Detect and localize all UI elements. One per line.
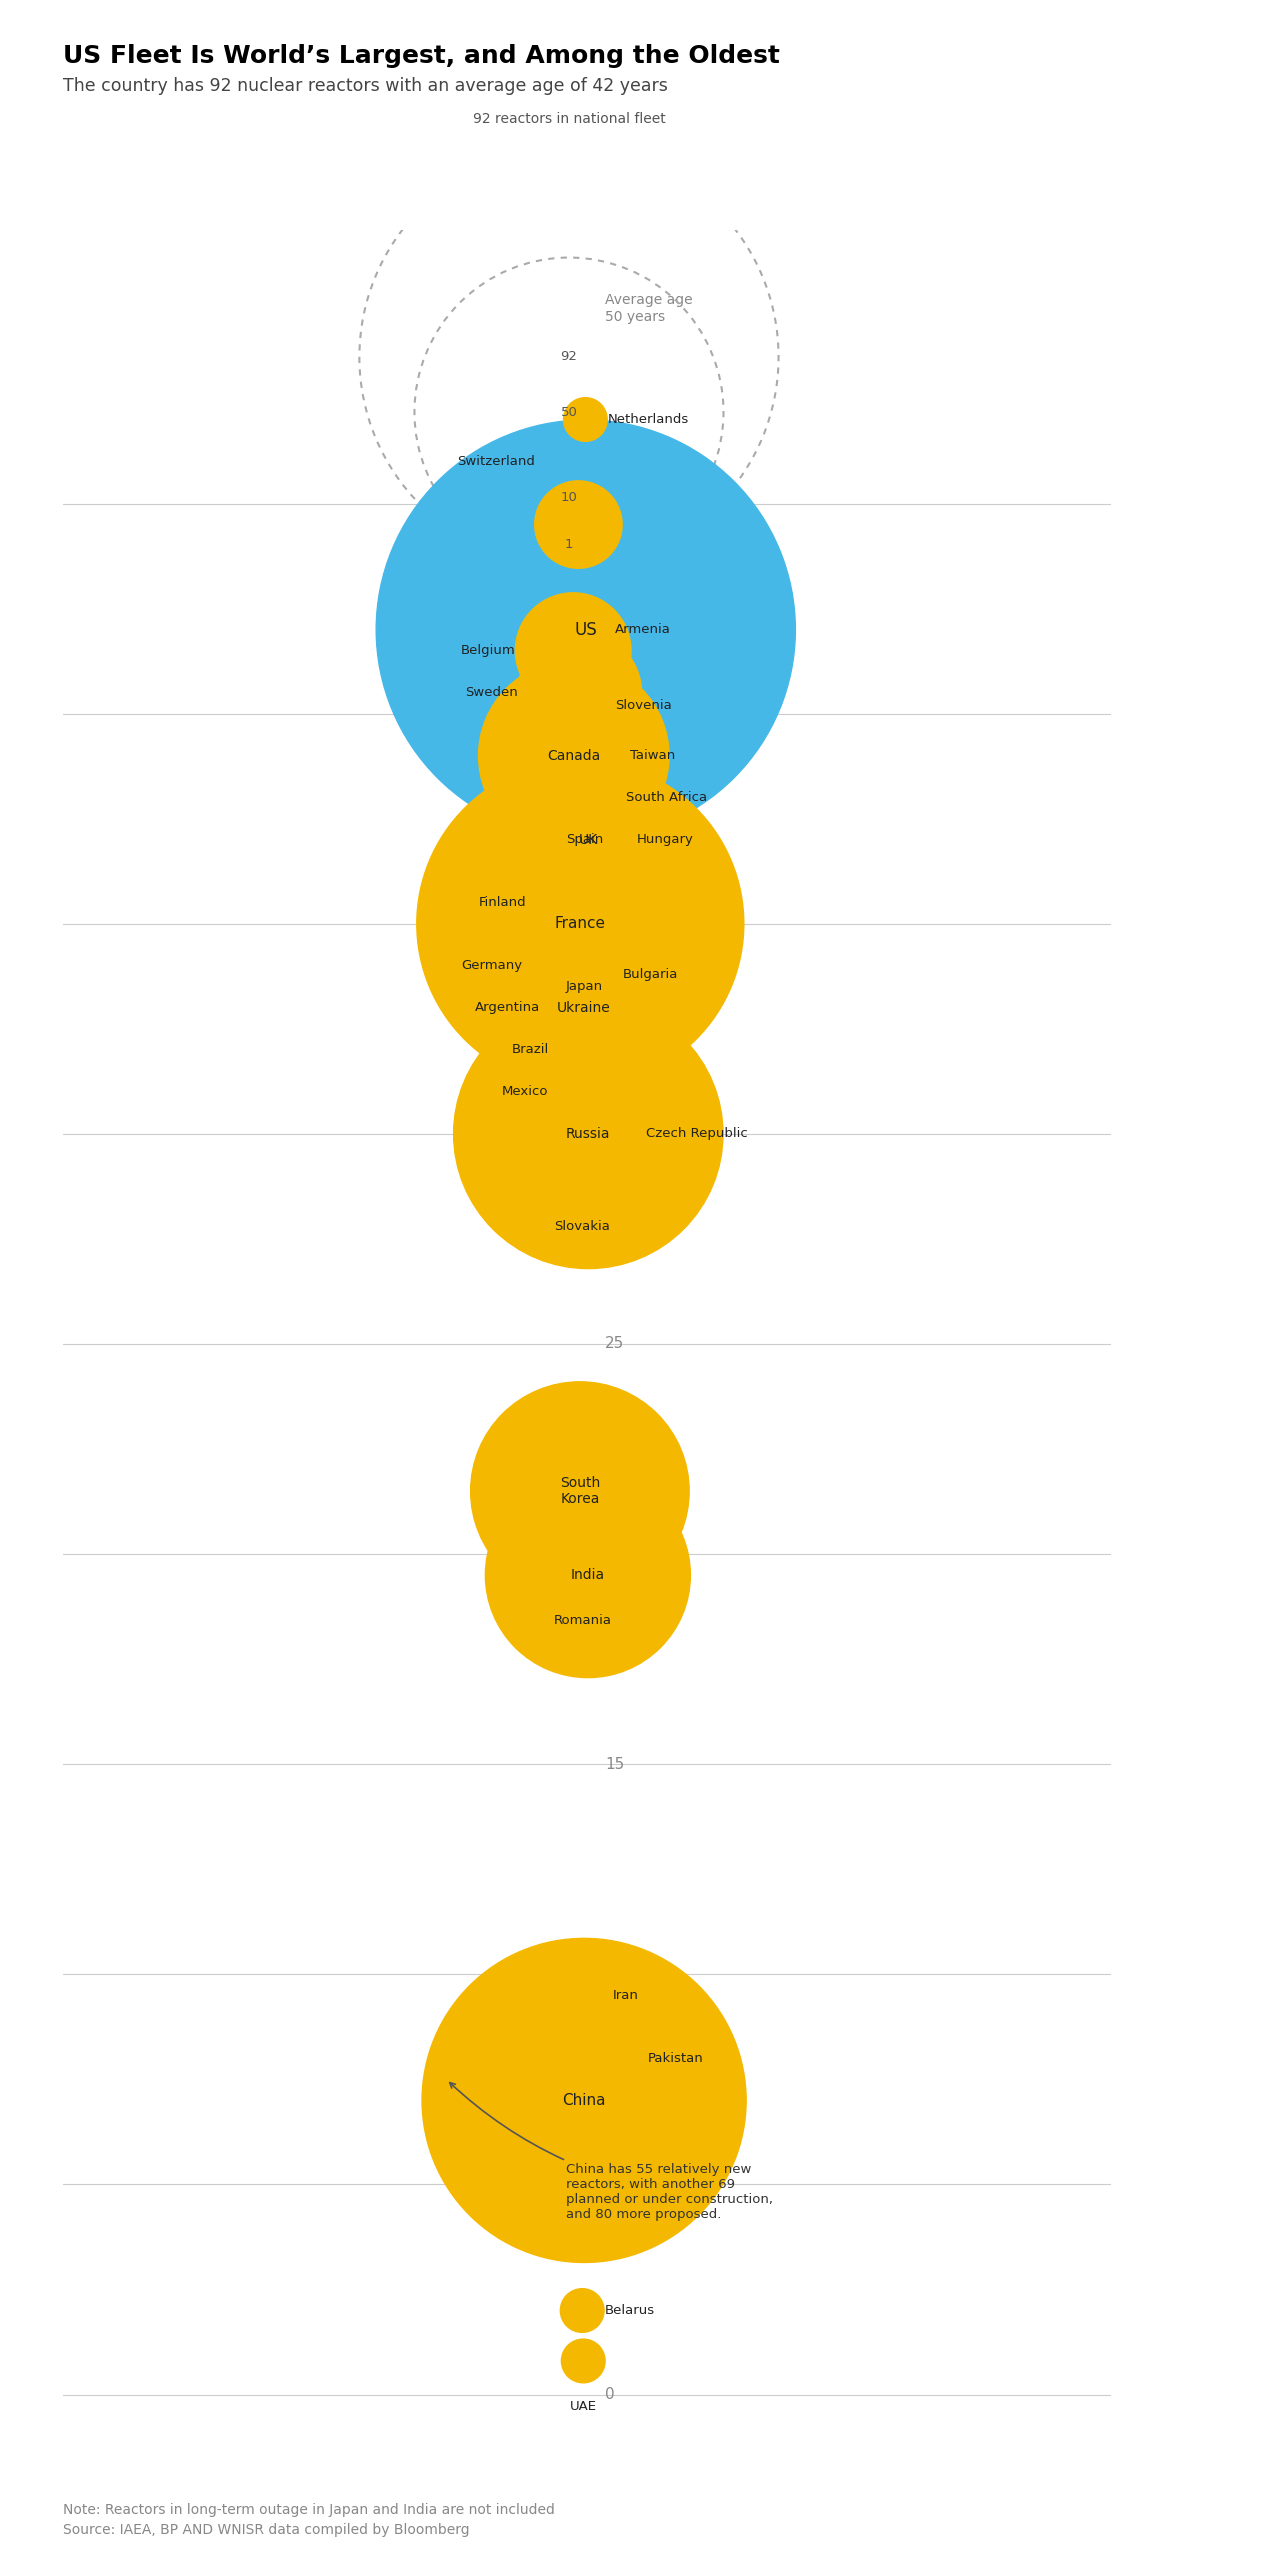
Text: 30: 30 [604,1126,625,1142]
Text: Argentina: Argentina [475,1001,540,1014]
Text: Brazil: Brazil [511,1044,549,1057]
Text: Netherlands: Netherlands [607,412,689,425]
Circle shape [540,2004,647,2112]
Text: Taiwan: Taiwan [630,750,675,763]
Circle shape [539,1080,646,1188]
Text: 92: 92 [560,351,578,364]
Circle shape [554,717,630,794]
Circle shape [551,1531,613,1592]
Text: Average age
50 years: Average age 50 years [604,294,693,323]
Text: Slovakia: Slovakia [554,1219,610,1231]
Text: Iran: Iran [612,1989,639,2002]
Circle shape [517,630,641,755]
Text: South Africa: South Africa [626,791,707,804]
Text: China: China [563,2094,606,2107]
Circle shape [504,755,674,924]
Circle shape [560,2289,604,2332]
Text: 1: 1 [564,538,573,550]
Text: 20: 20 [604,1546,625,1562]
Text: India: India [570,1569,604,1582]
Text: Czech Republic: Czech Republic [646,1126,748,1139]
Circle shape [560,955,622,1019]
Text: UAE: UAE [569,2399,597,2412]
Circle shape [376,420,795,840]
Circle shape [528,781,642,899]
Text: Germany: Germany [461,960,522,973]
Text: Finland: Finland [478,896,526,909]
Circle shape [526,860,613,947]
Text: 15: 15 [604,1756,625,1772]
Text: US: US [574,620,597,637]
Text: Pakistan: Pakistan [647,2053,703,2066]
Text: 50: 50 [560,404,578,420]
Text: France: France [555,916,606,932]
Circle shape [519,922,650,1052]
Circle shape [539,1111,626,1198]
Circle shape [478,660,669,850]
Circle shape [549,796,637,883]
Text: UK: UK [579,832,598,847]
Circle shape [572,684,615,727]
Circle shape [416,760,743,1088]
Circle shape [522,911,630,1019]
Circle shape [471,1382,689,1600]
Circle shape [422,1938,746,2263]
Text: 40: 40 [604,707,625,722]
Circle shape [562,2340,604,2383]
Text: Armenia: Armenia [615,622,671,635]
Circle shape [564,397,607,440]
Text: Switzerland: Switzerland [457,456,535,468]
Text: Japan: Japan [565,980,602,993]
Circle shape [453,998,723,1270]
Text: The country has 92 nuclear reactors with an average age of 42 years: The country has 92 nuclear reactors with… [63,77,668,95]
Text: Note: Reactors in long-term outage in Japan and India are not included: Note: Reactors in long-term outage in Ja… [63,2504,555,2516]
Text: Romania: Romania [554,1615,612,1628]
Circle shape [572,607,615,650]
Circle shape [498,924,669,1093]
Text: South
Korea: South Korea [560,1477,599,1505]
Text: 5: 5 [604,2176,615,2191]
Circle shape [515,594,631,709]
Text: Slovenia: Slovenia [615,699,671,712]
Text: Spain: Spain [567,832,603,847]
Text: US Fleet Is World’s Largest, and Among the Oldest: US Fleet Is World’s Largest, and Among t… [63,44,780,67]
Text: Sweden: Sweden [464,686,517,699]
Circle shape [549,1019,611,1080]
Text: Belarus: Belarus [604,2304,655,2317]
Text: 45: 45 [604,497,625,512]
Text: Russia: Russia [567,1126,611,1142]
Text: Mexico: Mexico [502,1085,548,1098]
Text: Hungary: Hungary [637,832,694,847]
Circle shape [540,970,616,1044]
Circle shape [486,1472,690,1677]
Text: 10: 10 [604,1966,625,1981]
Text: 35: 35 [604,916,625,932]
Text: Bulgaria: Bulgaria [622,968,678,980]
Text: Canada: Canada [548,748,601,763]
Circle shape [564,768,626,829]
Circle shape [535,481,622,568]
Text: 10: 10 [560,492,578,504]
Circle shape [569,1974,612,2017]
Text: Belgium: Belgium [461,645,515,658]
Text: Ukraine: Ukraine [557,1001,611,1014]
Text: China has 55 relatively new
reactors, with another 69
planned or under construct: China has 55 relatively new reactors, wi… [449,2084,772,2222]
Circle shape [549,1060,610,1124]
Text: 25: 25 [604,1336,625,1352]
Text: 0: 0 [604,2386,615,2401]
Text: 92 reactors in national fleet: 92 reactors in national fleet [473,113,666,125]
Text: Source: IAEA, BP AND WNISR data compiled by Bloomberg: Source: IAEA, BP AND WNISR data compiled… [63,2524,469,2537]
